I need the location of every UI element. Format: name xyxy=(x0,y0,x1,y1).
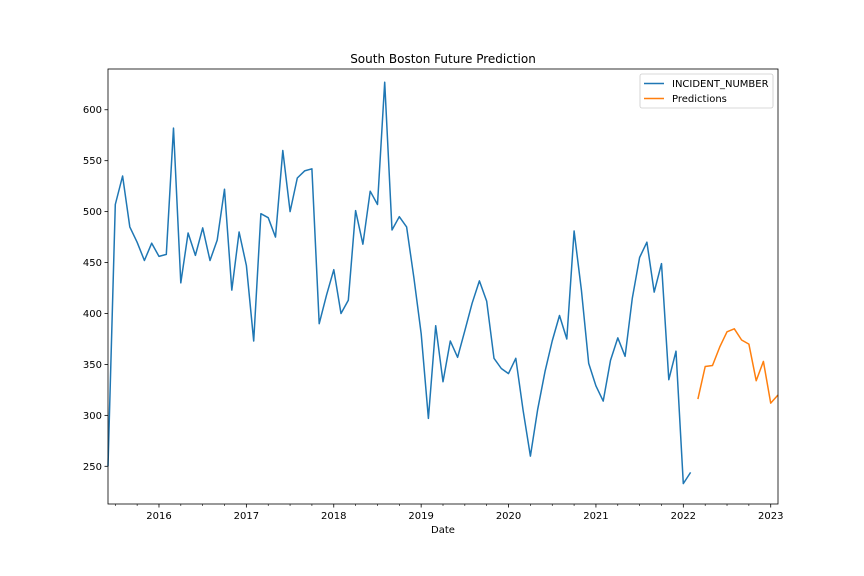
y-tick-label: 600 xyxy=(83,105,102,116)
x-tick-label: 2021 xyxy=(583,511,608,522)
y-axis: 250 300 350 400 450 500 550 600 xyxy=(83,105,108,473)
series-line-incident-number xyxy=(107,81,692,485)
x-tick-label: 2022 xyxy=(671,511,696,522)
legend-label: INCIDENT_NUMBER xyxy=(672,79,769,90)
x-tick-label: 2023 xyxy=(758,511,783,522)
plot-series xyxy=(107,81,779,485)
x-tick-label: 2020 xyxy=(496,511,521,522)
chart-title: South Boston Future Prediction xyxy=(350,52,536,66)
legend-label: Predictions xyxy=(672,94,727,105)
x-tick-label: 2018 xyxy=(321,511,346,522)
y-tick-label: 400 xyxy=(83,309,102,320)
y-tick-label: 250 xyxy=(83,462,102,473)
x-tick-label: 2017 xyxy=(234,511,259,522)
y-tick-label: 500 xyxy=(83,207,102,218)
x-tick-label: 2016 xyxy=(146,511,171,522)
x-tick-label: 2019 xyxy=(408,511,433,522)
x-axis-label: Date xyxy=(431,525,455,536)
plot-frame xyxy=(107,68,779,505)
legend: INCIDENT_NUMBER Predictions xyxy=(639,73,774,109)
y-tick-label: 550 xyxy=(83,156,102,167)
y-tick-label: 350 xyxy=(83,360,102,371)
legend-box xyxy=(639,73,774,109)
series-line-predictions xyxy=(697,328,779,404)
y-tick-label: 300 xyxy=(83,411,102,422)
y-tick-label: 450 xyxy=(83,258,102,269)
